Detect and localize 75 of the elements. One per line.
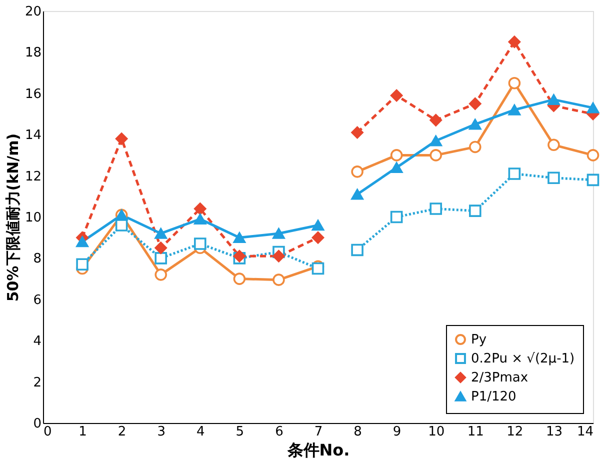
x-axis-title: 条件No. — [286, 440, 350, 460]
point — [390, 210, 403, 224]
point — [390, 162, 403, 173]
point — [272, 250, 285, 262]
legend-label: 2/3Pmax — [471, 370, 528, 386]
point — [351, 126, 364, 139]
x-tick-label: 3 — [157, 424, 166, 440]
point — [390, 149, 403, 162]
point — [469, 98, 482, 110]
point — [154, 228, 167, 239]
point — [586, 174, 600, 186]
point — [233, 250, 246, 262]
legend-label: Py — [471, 332, 487, 348]
y-tick-label: 18 — [24, 46, 42, 61]
point — [508, 168, 521, 180]
point — [430, 149, 442, 162]
point — [233, 232, 246, 244]
point — [312, 231, 324, 244]
point — [233, 272, 246, 285]
x-tick-label: 5 — [236, 424, 244, 440]
x-tick-label: 6 — [275, 424, 284, 440]
point — [469, 118, 482, 130]
x-tick-label: 1 — [78, 424, 87, 440]
y-tick-label: 12 — [24, 169, 42, 184]
x-tick-label: 2 — [118, 424, 126, 440]
point — [469, 140, 482, 154]
point — [76, 258, 88, 271]
y-tick-label: 6 — [33, 292, 42, 308]
point — [272, 274, 285, 286]
x-tick-label: 8 — [354, 424, 362, 440]
point — [194, 202, 206, 215]
point — [586, 102, 600, 114]
y-tick-label: 4 — [33, 334, 42, 350]
y-tick-label: 20 — [24, 4, 42, 20]
x-tick-label: 14 — [576, 424, 594, 440]
point — [586, 149, 600, 162]
point — [548, 138, 560, 152]
point — [469, 204, 482, 217]
point — [194, 214, 206, 224]
point — [312, 220, 324, 231]
y-tick-label: 14 — [24, 128, 42, 144]
point — [548, 94, 560, 106]
point — [351, 166, 364, 178]
legend-label: P1/120 — [471, 390, 516, 404]
point — [76, 236, 88, 248]
point — [154, 252, 167, 264]
x-tick-label: 12 — [506, 424, 524, 440]
point — [508, 36, 521, 48]
point — [430, 135, 442, 146]
x-tick-label: 13 — [546, 424, 562, 440]
point — [272, 228, 285, 239]
point — [390, 89, 403, 102]
y-tick-label: 8 — [33, 252, 42, 267]
x-tick-label: 7 — [314, 424, 323, 440]
point — [351, 244, 364, 256]
x-tick-label: 11 — [467, 424, 484, 440]
point — [508, 76, 521, 90]
y-tick-label: 16 — [24, 86, 42, 102]
y-tick-label: 2 — [33, 375, 42, 390]
y-axis-title: 50%下限値耐力(kN/m) — [4, 133, 22, 302]
point — [430, 114, 442, 126]
x-tick-label: 9 — [392, 424, 402, 440]
y-tick-label: 10 — [24, 210, 42, 226]
point — [508, 104, 521, 116]
point — [154, 242, 167, 254]
point — [430, 202, 442, 215]
point — [351, 188, 364, 200]
x-tick-label: 0 — [44, 424, 52, 440]
point — [154, 268, 167, 281]
point — [548, 172, 560, 184]
point — [115, 132, 128, 145]
x-tick-label: 4 — [196, 424, 205, 440]
point — [194, 238, 206, 250]
legend-label: 0.2Pu × √(2μ-1) — [471, 352, 575, 366]
x-tick-label: 10 — [428, 424, 445, 440]
